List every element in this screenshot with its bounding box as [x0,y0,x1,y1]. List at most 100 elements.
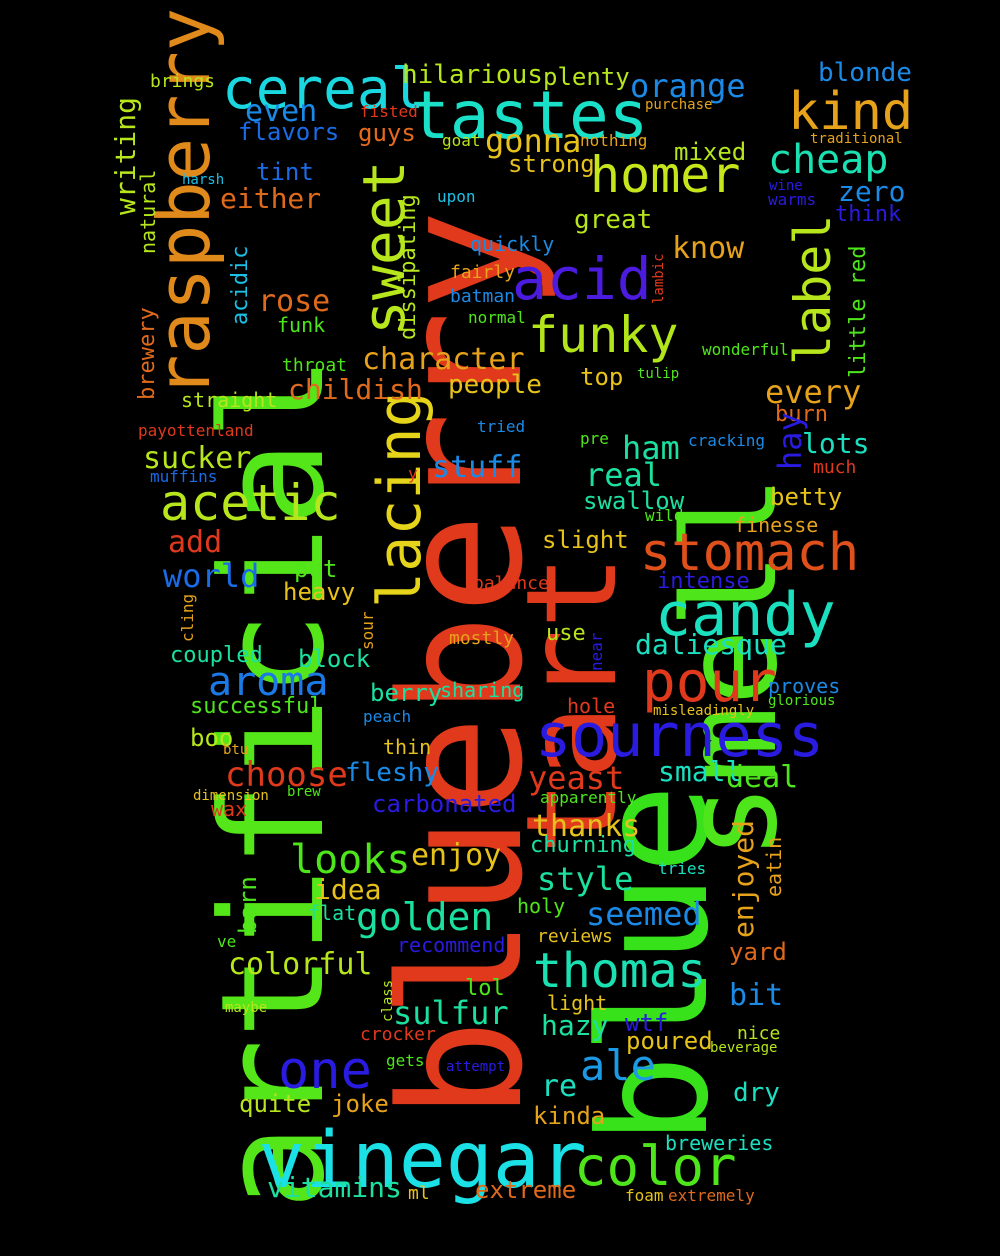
cloud-word: lol [465,976,505,1001]
cloud-word: poured [626,1027,713,1055]
cloud-word: funky [528,306,679,364]
cloud-word: gets [386,1051,425,1070]
cloud-word: kind [788,82,914,142]
cloud-word: light [547,991,608,1015]
cloud-word: childish [288,373,423,406]
cloud-word: nice [737,1023,781,1044]
cloud-word: wonderful [702,340,789,359]
cloud-word: great [574,205,653,235]
cloud-word: class [380,979,396,1022]
cloud-word: quite [239,1090,312,1118]
cloud-word: flavors [238,118,340,146]
cloud-word: extreme [475,1176,577,1204]
cloud-word: successful [190,694,323,719]
cloud-word: foam [625,1186,664,1205]
cloud-word: cereal [222,57,425,122]
cloud-word: lots [802,427,870,460]
cloud-word: boo [190,724,234,752]
cloud-word: know [672,231,745,266]
cloud-word: looks [290,837,411,883]
cloud-word: aroma [208,659,329,705]
cloud-word: intense [657,569,750,594]
cloud-word: beverage [710,1040,778,1056]
cloud-word: character [362,342,525,377]
cloud-word: balance [473,573,549,594]
cloud-word: colorful [228,947,373,982]
cloud-word: ham [622,429,680,467]
cloud-word: sulfur [393,994,509,1032]
cloud-word: glorious [768,693,836,709]
cloud-word: recommend [397,933,506,957]
cloud-word: batman [450,286,516,307]
cloud-word: natural [136,169,160,254]
cloud-word: tint [256,158,314,186]
cloud-word: brings [150,71,216,92]
cloud-word: attempt [446,1059,506,1075]
cloud-word: one [278,1041,372,1101]
cloud-word: cling [178,593,197,642]
cloud-word: add [168,525,223,560]
cloud-word: fairly [450,262,516,283]
cloud-word: sharing [440,678,525,702]
cloud-word: hazy [541,1009,609,1042]
cloud-word: crocker [360,1024,436,1045]
cloud-word: nothing [580,131,648,150]
cloud-word: label [784,214,842,365]
cloud-word: hole [567,694,616,718]
cloud-word: small [658,755,743,788]
cloud-word: mixed [674,138,747,166]
cloud-word: dry [733,1078,780,1108]
cloud-word: y [408,464,418,483]
cloud-word: candy [655,580,836,650]
cloud-word: vitamins [267,1171,402,1204]
cloud-word: straight [181,388,278,412]
cloud-word: rose [258,284,331,319]
cloud-word: extremely [668,1186,755,1205]
cloud-word: color [574,1135,737,1198]
cloud-word: throat [282,355,348,376]
cloud-word: use [546,621,586,646]
cloud-word: tried [477,417,526,436]
cloud-word: ve [217,932,237,951]
cloud-word: sucker [143,441,252,476]
cloud-word: top [580,363,624,391]
cloud-word: peach [363,707,412,726]
cloud-word: normal [468,308,526,327]
cloud-word: ale [580,1041,656,1090]
cloud-word: either [220,182,322,215]
cloud-word: breweries [665,1131,774,1155]
cloud-word: block [298,645,371,673]
cloud-word: every [765,373,862,411]
cloud-word: brew [287,784,321,800]
cloud-word: stuff [432,450,523,485]
cloud-word: daliesque [635,628,787,661]
cloud-word: guys [358,119,416,147]
cloud-word: enjoyed [727,819,760,938]
cloud-word: bit [729,978,784,1013]
cloud-word: kinda [533,1102,606,1130]
cloud-word: eatin [762,836,786,897]
cloud-word: style [537,860,634,898]
cloud-word: goat [442,131,481,150]
cloud-word: wine [769,178,803,194]
cloud-word: barn [234,876,262,934]
cloud-word: apparently [540,788,637,807]
cloud-word: seemed [586,895,702,933]
cloud-word: betty [770,483,843,511]
cloud-word: proves [768,674,841,698]
cloud-word: near [587,632,606,671]
cloud-word: acid [512,245,652,313]
cloud-word: homer [590,146,741,204]
cloud-word: orange [630,67,746,105]
cloud-word: ml [408,1183,430,1204]
cloud-word: churning [530,833,636,858]
cloud-word: think [835,202,902,227]
cloud-word: lacing [365,391,435,608]
cloud-word: gonna [485,122,582,160]
cloud-word: reviews [537,926,613,947]
cloud-word: vinegar [258,1116,587,1206]
cloud-word: enjoy [411,838,502,873]
cloud-word: warms [768,190,817,209]
cloud-word: holy [517,894,566,918]
cloud-word: acidic [228,245,253,325]
